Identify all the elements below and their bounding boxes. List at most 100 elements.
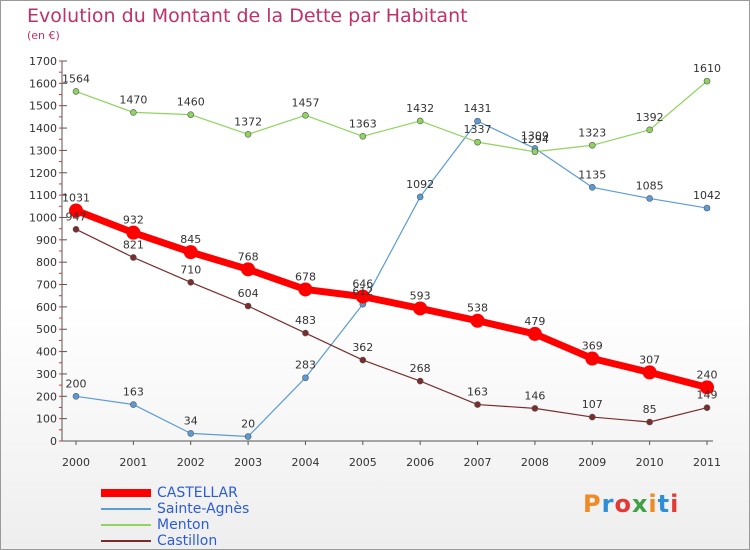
data-label: 538 bbox=[467, 302, 488, 315]
x-tick-label: 2009 bbox=[578, 456, 606, 469]
data-point bbox=[187, 111, 195, 118]
data-point bbox=[183, 245, 198, 260]
data-label: 34 bbox=[184, 414, 198, 427]
y-tick-label: 800 bbox=[36, 256, 57, 269]
y-tick-label: 200 bbox=[36, 390, 57, 403]
data-point bbox=[187, 278, 195, 286]
x-tick-label: 2001 bbox=[119, 456, 147, 469]
data-label: 612 bbox=[352, 285, 373, 298]
x-tick-label: 2006 bbox=[406, 456, 434, 469]
series-line-menton bbox=[75, 80, 708, 153]
data-point bbox=[646, 126, 653, 134]
x-tick-label: 2000 bbox=[62, 456, 90, 469]
y-tick-label: 1500 bbox=[29, 100, 57, 113]
data-label: 146 bbox=[524, 389, 545, 402]
data-point bbox=[244, 302, 252, 310]
data-label: 1337 bbox=[464, 123, 492, 136]
y-tick-label: 1700 bbox=[29, 55, 57, 68]
data-point bbox=[413, 301, 428, 316]
data-point bbox=[126, 225, 141, 240]
data-label: 362 bbox=[352, 341, 373, 354]
data-point bbox=[72, 226, 80, 233]
x-tick-label: 2005 bbox=[349, 456, 377, 469]
data-point bbox=[72, 392, 80, 400]
data-label: 1092 bbox=[406, 178, 434, 191]
data-label: 283 bbox=[295, 359, 316, 372]
data-label: 1085 bbox=[636, 179, 664, 192]
series-line-castillon bbox=[75, 228, 708, 423]
data-point bbox=[646, 418, 653, 426]
data-label: 1363 bbox=[349, 117, 377, 130]
data-point bbox=[130, 109, 137, 116]
data-label: 646 bbox=[352, 278, 373, 291]
data-point bbox=[359, 356, 367, 364]
y-tick-label: 100 bbox=[36, 413, 57, 426]
data-point bbox=[130, 254, 137, 261]
data-point bbox=[298, 282, 313, 297]
data-point bbox=[302, 329, 309, 337]
y-tick-label: 1300 bbox=[29, 144, 57, 157]
data-label: 604 bbox=[238, 287, 259, 300]
data-point bbox=[359, 133, 367, 140]
data-label: 1042 bbox=[693, 189, 721, 202]
legend-swatch bbox=[101, 524, 151, 526]
x-tick-label: 2010 bbox=[636, 456, 664, 469]
y-tick-label: 600 bbox=[36, 301, 57, 314]
data-point bbox=[585, 351, 600, 366]
data-point bbox=[700, 380, 714, 395]
y-tick-label: 900 bbox=[36, 234, 57, 247]
data-point bbox=[474, 138, 481, 146]
data-label: 1372 bbox=[234, 115, 262, 128]
y-tick-label: 400 bbox=[36, 346, 57, 359]
data-label: 1031 bbox=[62, 192, 90, 205]
data-label: 932 bbox=[123, 214, 144, 227]
legend-swatch bbox=[101, 489, 151, 497]
data-point bbox=[302, 374, 309, 382]
data-label: 1323 bbox=[578, 126, 606, 139]
data-labels: 200 163 34 20 283 612 1092 1431 1309 1135 1085 1042… bbox=[62, 62, 721, 430]
data-point bbox=[130, 401, 137, 408]
data-point bbox=[416, 377, 424, 385]
data-label: 369 bbox=[582, 340, 603, 353]
data-label: 947 bbox=[66, 210, 87, 223]
data-label: 1432 bbox=[406, 102, 434, 115]
data-label: 593 bbox=[410, 289, 431, 302]
data-point bbox=[703, 404, 711, 411]
data-label: 240 bbox=[697, 368, 718, 381]
y-tick-label: 300 bbox=[36, 368, 57, 381]
data-point bbox=[588, 413, 596, 421]
data-point bbox=[642, 365, 657, 380]
y-tick-label: 1200 bbox=[29, 167, 57, 180]
data-label: 1470 bbox=[119, 93, 147, 106]
data-label: 710 bbox=[180, 263, 201, 276]
data-label: 163 bbox=[123, 386, 144, 399]
data-point bbox=[241, 262, 256, 277]
data-label: 307 bbox=[639, 353, 660, 366]
legend-label: Castillon bbox=[157, 533, 218, 549]
data-label: 1392 bbox=[636, 111, 664, 124]
data-point bbox=[72, 88, 80, 95]
data-point bbox=[531, 148, 539, 156]
data-point bbox=[703, 204, 711, 212]
x-tick-label: 2008 bbox=[521, 456, 549, 469]
data-label: 483 bbox=[295, 314, 316, 327]
series-line-sainte-agn-s bbox=[75, 120, 708, 438]
data-point bbox=[244, 131, 252, 138]
y-tick-label: 1400 bbox=[29, 122, 57, 135]
data-label: 821 bbox=[123, 238, 144, 251]
data-label: 1135 bbox=[578, 168, 606, 181]
x-tick-label: 2003 bbox=[234, 456, 262, 469]
data-point bbox=[588, 141, 596, 149]
data-point bbox=[646, 195, 653, 202]
x-tick-label: 2011 bbox=[693, 456, 721, 469]
data-point bbox=[355, 289, 370, 304]
data-label: 768 bbox=[238, 250, 259, 263]
y-tick-label: 0 bbox=[50, 435, 57, 448]
data-label: 1431 bbox=[464, 102, 492, 115]
y-tick-label: 500 bbox=[36, 323, 57, 336]
data-label: 268 bbox=[410, 362, 431, 375]
data-label: 845 bbox=[180, 233, 201, 246]
data-label: 149 bbox=[697, 389, 718, 402]
data-point bbox=[416, 117, 424, 125]
